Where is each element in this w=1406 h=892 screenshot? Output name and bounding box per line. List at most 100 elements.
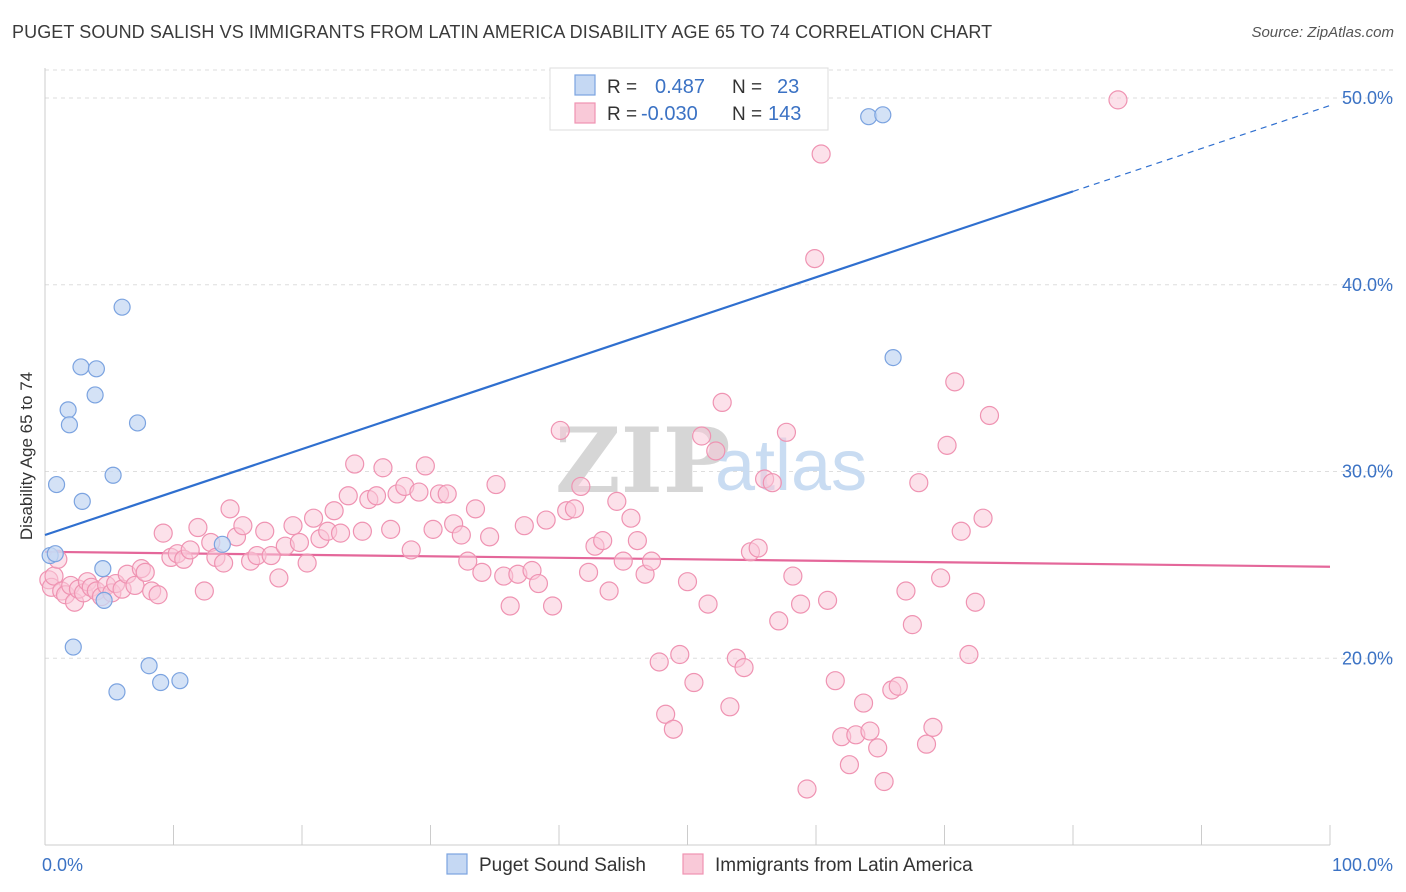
data-point-latin-america (486, 474, 506, 495)
data-point-puget-sound-salish (47, 475, 66, 494)
data-point-latin-america (825, 671, 845, 691)
data-point-latin-america (641, 551, 662, 571)
data-point-puget-sound-salish (72, 358, 90, 376)
chart-title: PUGET SOUND SALISH VS IMMIGRANTS FROM LA… (12, 22, 993, 42)
data-point-latin-america (324, 501, 344, 521)
data-point-latin-america (458, 551, 478, 571)
data-point-puget-sound-salish (46, 545, 64, 563)
data-point-puget-sound-salish (64, 638, 82, 656)
stats-legend: R = 0.487 N = 23 R = -0.030 N = 143 (549, 67, 829, 131)
chart-source: Source: ZipAtlas.com (1251, 24, 1394, 41)
data-point-latin-america (373, 458, 393, 478)
data-point-puget-sound-salish (213, 535, 231, 553)
data-point-puget-sound-salish (104, 466, 122, 484)
data-point-latin-america (874, 771, 894, 792)
data-point-latin-america (979, 405, 1000, 426)
data-point-latin-america (783, 566, 803, 586)
data-point-latin-america (931, 568, 951, 588)
data-point-latin-america (542, 596, 563, 616)
data-point-latin-america (345, 454, 365, 474)
data-point-latin-america (720, 697, 740, 717)
data-point-latin-america (613, 551, 633, 571)
data-point-latin-america (401, 540, 421, 560)
data-point-latin-america (194, 581, 214, 601)
legend-r-value-1: 0.487 (655, 76, 705, 98)
watermark-zip: ZIP (555, 408, 730, 514)
data-point-latin-america (945, 372, 965, 392)
data-point-latin-america (415, 456, 435, 476)
data-point-latin-america (550, 420, 570, 441)
data-point-latin-america (593, 531, 613, 551)
data-point-latin-america (536, 510, 556, 530)
data-point-latin-america (153, 523, 173, 543)
data-point-latin-america (627, 531, 647, 551)
data-point-latin-america (289, 532, 310, 553)
data-point-latin-america (916, 734, 937, 754)
legend-n-label-1: N = (732, 77, 762, 98)
data-point-latin-america (677, 572, 698, 592)
data-point-latin-america (817, 590, 838, 610)
data-point-latin-america (180, 540, 200, 560)
data-point-latin-america (712, 392, 732, 413)
data-point-latin-america (297, 553, 317, 573)
data-point-latin-america (480, 527, 500, 547)
data-point-latin-america (811, 144, 831, 164)
data-point-puget-sound-salish (95, 591, 113, 609)
data-point-latin-america (797, 779, 817, 799)
data-point-latin-america (366, 486, 387, 506)
series-legend-label-2: Immigrants from Latin America (715, 855, 973, 876)
series-legend-swatch-pink (682, 853, 704, 875)
data-point-puget-sound-salish (152, 673, 170, 692)
data-point-latin-america (330, 523, 351, 543)
data-point-puget-sound-salish (60, 416, 79, 434)
y-axis-title: Disability Age 65 to 74 (17, 372, 36, 540)
data-point-latin-america (888, 676, 908, 696)
data-point-latin-america (909, 473, 929, 493)
series-legend: Puget Sound Salish Immigrants from Latin… (446, 853, 973, 876)
legend-r-value-2: -0.030 (641, 103, 698, 125)
data-point-puget-sound-salish (86, 386, 104, 404)
legend-r-label-1: R = (607, 77, 637, 98)
data-point-latin-america (670, 644, 690, 665)
data-point-latin-america (148, 585, 168, 605)
data-point-latin-america (220, 499, 240, 519)
data-point-latin-america (692, 426, 712, 446)
data-point-latin-america (902, 615, 922, 635)
data-point-latin-america (959, 644, 979, 665)
data-point-latin-america (937, 435, 957, 455)
data-point-latin-america (698, 594, 718, 614)
data-point-latin-america (352, 521, 372, 541)
watermark: ZIP atlas (555, 408, 867, 514)
data-point-latin-america (896, 581, 916, 601)
data-point-latin-america (423, 519, 443, 539)
data-point-latin-america (599, 581, 619, 601)
data-point-latin-america (409, 482, 429, 502)
data-point-puget-sound-salish (140, 657, 158, 675)
data-point-latin-america (437, 484, 457, 504)
data-point-latin-america (923, 717, 943, 737)
data-point-latin-america (255, 521, 275, 541)
data-point-puget-sound-salish (171, 672, 189, 690)
trend-line-latin-america (44, 550, 1331, 568)
data-point-latin-america (500, 596, 520, 616)
tick-labels: 20.0% 30.0% 40.0% 50.0% 0.0% 100.0% (42, 88, 1393, 875)
data-point-latin-america (973, 508, 993, 528)
data-point-puget-sound-salish (113, 298, 131, 316)
data-point-puget-sound-salish (59, 401, 77, 419)
y-tick-label-40: 40.0% (1342, 275, 1393, 295)
data-point-latin-america (656, 704, 676, 724)
data-point-latin-america (860, 721, 880, 741)
data-points (39, 90, 1128, 799)
data-point-puget-sound-salish (108, 683, 126, 701)
data-point-latin-america (951, 521, 971, 541)
legend-n-value-1: 23 (777, 76, 799, 98)
data-point-latin-america (734, 657, 754, 678)
data-point-puget-sound-salish (884, 348, 902, 367)
data-point-latin-america (283, 516, 303, 536)
data-point-latin-america (769, 611, 789, 631)
y-tick-label-20: 20.0% (1342, 648, 1393, 668)
data-point-latin-america (465, 499, 486, 519)
data-point-latin-america (188, 517, 208, 538)
data-point-latin-america (805, 249, 825, 269)
data-point-latin-america (965, 592, 985, 612)
